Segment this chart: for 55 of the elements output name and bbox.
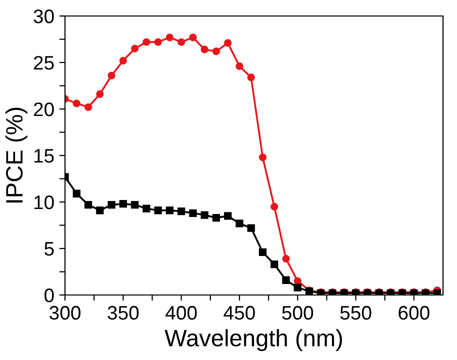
point xyxy=(189,34,197,42)
point xyxy=(108,72,116,80)
x-axis-title: Wavelength (nm) xyxy=(164,329,342,352)
point xyxy=(236,220,244,228)
x-tick-label: 550 xyxy=(340,306,372,320)
point xyxy=(282,254,290,263)
point xyxy=(270,202,278,210)
point xyxy=(258,154,267,162)
x-tick-label: 300 xyxy=(50,306,80,320)
y-tick-label: 20 xyxy=(34,102,54,116)
point xyxy=(177,207,186,216)
point xyxy=(119,200,127,208)
point xyxy=(294,284,302,292)
point xyxy=(212,214,220,222)
point xyxy=(119,56,127,64)
point xyxy=(72,100,80,108)
point xyxy=(84,103,92,111)
point xyxy=(84,200,92,209)
point xyxy=(247,224,255,232)
point xyxy=(224,39,232,47)
point xyxy=(130,200,139,209)
x-tick-label: 350 xyxy=(108,306,139,320)
point xyxy=(247,74,255,82)
x-tick-label: 500 xyxy=(282,306,314,320)
point xyxy=(270,260,278,268)
x-tick-label: 400 xyxy=(166,306,197,320)
point xyxy=(142,38,150,46)
y-tick-label: 10 xyxy=(34,195,54,210)
point xyxy=(200,46,208,54)
y-tick-label: 0 xyxy=(44,288,54,302)
x-tick-label: 450 xyxy=(224,306,255,320)
y-tick-label: 5 xyxy=(44,242,54,256)
point xyxy=(258,248,267,256)
point xyxy=(166,206,174,214)
point xyxy=(154,206,162,214)
point xyxy=(96,90,104,98)
point xyxy=(177,38,186,46)
point xyxy=(72,190,80,198)
point xyxy=(154,38,162,46)
point xyxy=(96,206,104,214)
point xyxy=(166,34,174,42)
point xyxy=(212,48,220,56)
point xyxy=(189,209,197,217)
point xyxy=(282,276,290,284)
point xyxy=(200,211,208,219)
y-tick-label: 30 xyxy=(34,9,54,24)
y-tick-label: 25 xyxy=(34,56,54,70)
point xyxy=(130,44,139,52)
point xyxy=(108,200,116,209)
y-tick-label: 15 xyxy=(34,149,54,163)
x-tick-label: 600 xyxy=(398,306,430,320)
point xyxy=(142,204,150,212)
point xyxy=(236,62,244,70)
y-axis-title: IPCE (%) xyxy=(5,108,28,203)
point xyxy=(224,212,232,220)
